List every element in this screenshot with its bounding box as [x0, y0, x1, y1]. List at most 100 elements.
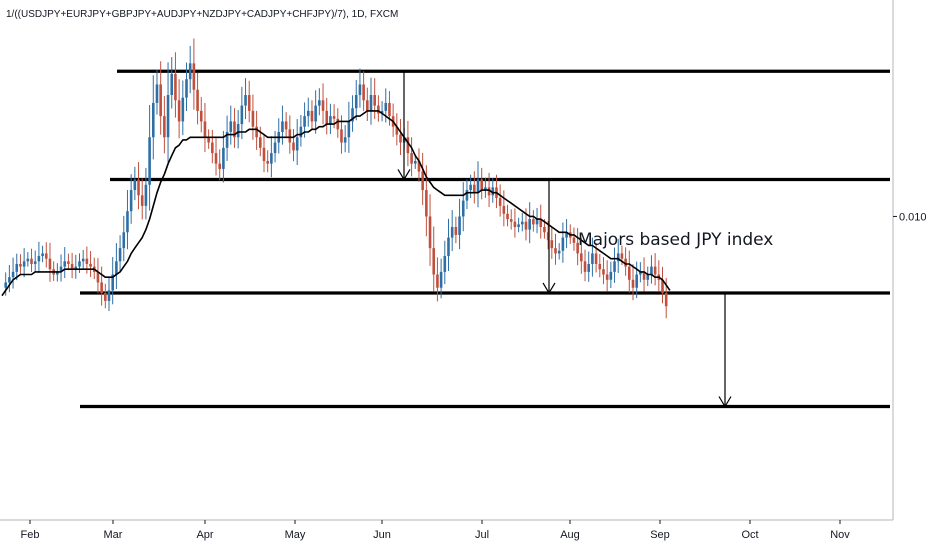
candle-body — [214, 153, 218, 164]
candle — [336, 108, 340, 138]
x-tick-label: Feb — [21, 529, 40, 541]
projection-arrow — [542, 179, 556, 295]
candle-body — [122, 232, 126, 249]
candle — [166, 62, 170, 164]
candle-body — [85, 258, 89, 264]
candle — [100, 266, 103, 306]
candle-body — [631, 279, 635, 288]
candle — [517, 217, 520, 233]
candle — [63, 247, 67, 279]
candle-body — [329, 116, 332, 125]
candle-body — [8, 277, 11, 283]
candle-body — [33, 261, 37, 264]
candle — [174, 52, 177, 118]
candle — [388, 91, 391, 126]
candle-body — [325, 110, 329, 125]
candle — [148, 105, 151, 211]
candle — [454, 216, 458, 244]
candle-body — [399, 134, 402, 143]
candle — [170, 57, 174, 109]
candle-body — [421, 171, 424, 191]
candle-body — [225, 131, 229, 148]
candle — [225, 115, 229, 161]
candle — [347, 101, 351, 153]
candle-body — [432, 248, 436, 275]
candle — [240, 86, 244, 140]
candle — [185, 62, 188, 111]
x-tick-label: Aug — [560, 529, 580, 541]
candle-body — [133, 179, 137, 191]
candle-body — [509, 219, 513, 222]
candle-body — [332, 116, 336, 119]
candle — [469, 174, 472, 199]
x-tick-label: Nov — [830, 529, 850, 541]
candle — [111, 257, 114, 305]
candle-body — [303, 116, 306, 127]
candle-body — [620, 253, 624, 259]
candle — [484, 177, 487, 198]
candle-body — [524, 221, 528, 230]
candle — [255, 110, 258, 150]
candle-body — [417, 161, 421, 172]
x-tick-label: May — [285, 529, 306, 541]
candle — [129, 174, 133, 224]
candle-body — [502, 205, 506, 214]
candle-body — [354, 95, 358, 109]
candle — [520, 213, 524, 232]
candle — [554, 233, 557, 265]
x-tick-label: Apr — [196, 529, 213, 541]
candle — [262, 133, 266, 173]
candle-body — [247, 95, 251, 111]
candle-body — [170, 73, 174, 96]
candle — [635, 261, 638, 299]
candle-body — [484, 187, 487, 191]
candle-body — [554, 248, 557, 254]
candle — [458, 198, 461, 250]
candle-body — [605, 274, 609, 280]
candle — [369, 77, 373, 125]
candle — [417, 148, 421, 182]
candle — [436, 257, 439, 302]
candle — [491, 178, 495, 203]
candle-body — [395, 126, 399, 135]
candle-body — [48, 258, 52, 270]
candle — [473, 171, 476, 204]
candle — [395, 113, 399, 146]
candle — [33, 250, 37, 273]
y-tick-label: 0.010 — [899, 211, 927, 223]
candle-body — [373, 95, 376, 106]
candle — [126, 190, 129, 250]
candle-body — [140, 195, 144, 206]
candle — [443, 240, 447, 285]
candle — [11, 257, 15, 289]
candle — [498, 184, 502, 217]
candle-body — [413, 161, 417, 164]
candle-body — [461, 200, 465, 217]
candle — [81, 249, 85, 269]
candle — [199, 97, 203, 133]
candle — [266, 150, 269, 173]
candle-body — [192, 63, 196, 90]
candle-body — [104, 292, 107, 301]
candle-body — [166, 95, 170, 138]
candle-body — [207, 137, 210, 143]
candle — [177, 79, 181, 139]
candle — [325, 97, 329, 135]
candle — [373, 78, 376, 120]
candle — [628, 250, 631, 293]
candle-body — [22, 261, 26, 267]
candle-body — [273, 142, 277, 154]
chart-annotation: Majors based JPY index — [578, 230, 773, 250]
candle-body — [661, 279, 664, 293]
candle-body — [111, 274, 114, 291]
candle-body — [447, 237, 450, 257]
candle — [214, 138, 218, 176]
candle — [535, 208, 539, 234]
candle-body — [546, 232, 550, 241]
moving-average-line — [1, 110, 671, 297]
candle — [44, 242, 48, 268]
candle — [410, 137, 413, 177]
candle-body — [74, 266, 78, 270]
candle — [222, 130, 225, 183]
